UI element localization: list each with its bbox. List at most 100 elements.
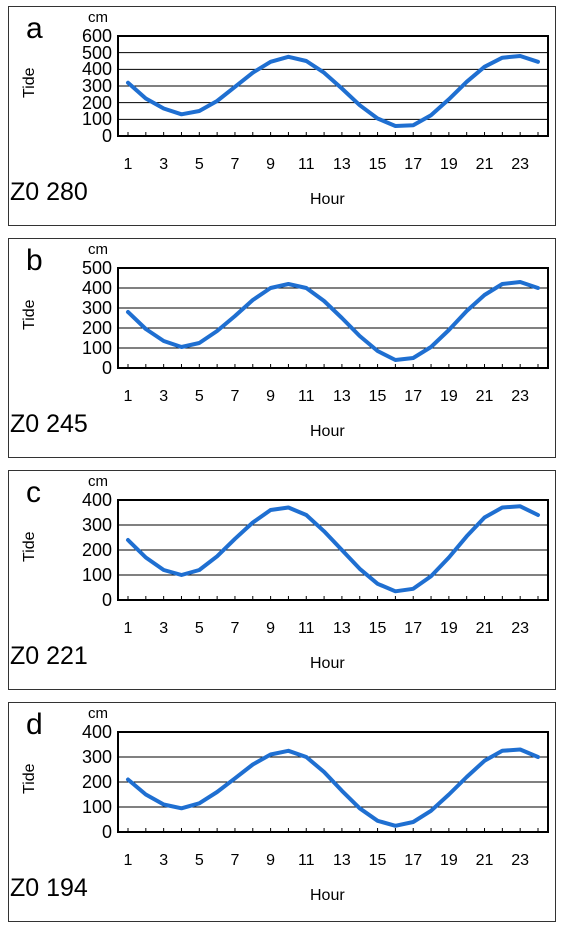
plot-area xyxy=(117,499,549,601)
data-point xyxy=(162,107,166,110)
y-tick-label: 100 xyxy=(82,109,113,130)
data-point xyxy=(465,309,469,313)
data-point xyxy=(144,556,148,559)
x-tick-label: 19 xyxy=(439,156,458,173)
data-point xyxy=(500,56,504,60)
data-point xyxy=(179,573,183,577)
x-tick-label: 1 xyxy=(123,156,133,173)
y-tick-label: 500 xyxy=(82,42,113,63)
plot-area xyxy=(117,267,549,369)
y-tick-label: 0 xyxy=(101,822,112,842)
data-point xyxy=(322,770,326,774)
y-tick-label: 100 xyxy=(82,565,113,585)
x-tick-label: 13 xyxy=(333,852,351,869)
y-unit-label: cm xyxy=(88,705,108,722)
x-tick-label: 17 xyxy=(404,388,423,405)
data-point xyxy=(483,759,487,763)
data-point xyxy=(197,109,201,113)
data-point xyxy=(411,820,415,824)
data-point xyxy=(197,801,201,805)
station-label: Z0 221 xyxy=(10,642,88,670)
data-point xyxy=(233,537,237,541)
data-point xyxy=(322,299,326,303)
plot-border xyxy=(117,35,549,137)
x-tick-label: 11 xyxy=(297,388,315,405)
x-tick-label: 15 xyxy=(368,388,387,405)
data-point xyxy=(269,286,273,290)
plot-area xyxy=(117,35,549,137)
station-label: Z0 245 xyxy=(10,410,88,438)
data-point xyxy=(393,358,397,362)
x-tick-label: 3 xyxy=(159,156,169,173)
x-tick-label: 11 xyxy=(297,852,315,869)
data-point xyxy=(215,329,219,333)
tide-panel-d: d cm Tide Z0 194 Hour 0 100 200 300 400 1 3 5 7 9… xyxy=(0,702,565,934)
data-point xyxy=(376,117,380,120)
x-tick-label: 5 xyxy=(194,620,204,637)
x-tick-label: 17 xyxy=(404,620,423,637)
tide-series-line xyxy=(126,54,540,128)
y-tick-label: 300 xyxy=(82,747,113,767)
x-tick-label: 15 xyxy=(368,620,387,637)
data-point xyxy=(358,567,362,571)
data-point xyxy=(500,282,504,286)
data-point xyxy=(465,534,469,538)
x-axis-label: Hour xyxy=(310,191,345,208)
y-tick-label: 400 xyxy=(82,278,113,298)
y-unit-label: cm xyxy=(88,473,108,490)
x-tick-label: 5 xyxy=(194,852,204,869)
data-point xyxy=(340,316,344,320)
x-tick-label: 19 xyxy=(439,852,458,869)
data-point xyxy=(233,314,237,318)
x-tick-label: 19 xyxy=(439,620,458,637)
tide-panel-b: b cm Tide Z0 245 Hour 0 100 200 300 400 500 1 3… xyxy=(0,238,565,470)
x-tick-label: 9 xyxy=(266,156,276,173)
data-point xyxy=(358,334,362,338)
data-point xyxy=(197,568,201,572)
data-point xyxy=(500,506,504,509)
data-point xyxy=(429,113,433,117)
plot-border xyxy=(117,267,549,369)
x-tick-label: 17 xyxy=(404,156,423,173)
data-point xyxy=(376,582,380,586)
x-tick-label: 23 xyxy=(511,156,530,173)
y-tick-label: 200 xyxy=(82,772,113,792)
data-point xyxy=(304,59,308,63)
data-point xyxy=(483,65,487,69)
station-label: Z0 280 xyxy=(10,178,88,206)
data-point xyxy=(358,806,362,810)
data-point xyxy=(162,803,166,806)
y-tick-label: 300 xyxy=(82,515,113,535)
panel-letter: b xyxy=(26,244,43,277)
panel-letter: a xyxy=(26,12,43,45)
data-point xyxy=(179,345,183,349)
data-point xyxy=(162,339,166,343)
x-tick-label: 9 xyxy=(266,620,276,637)
data-point xyxy=(376,349,380,353)
data-point xyxy=(233,776,237,780)
y-tick-label: 100 xyxy=(82,797,113,817)
data-point xyxy=(447,556,451,559)
y-tick-label: 300 xyxy=(82,298,113,318)
data-point xyxy=(340,789,344,793)
data-point xyxy=(304,755,308,759)
data-point xyxy=(126,81,130,85)
y-tick-label: 300 xyxy=(82,76,113,96)
y-tick-label: 400 xyxy=(82,59,113,80)
x-tick-label: 19 xyxy=(439,388,458,405)
x-tick-label: 3 xyxy=(159,852,169,869)
plot-area xyxy=(117,731,549,833)
x-tick-label: 15 xyxy=(368,156,387,173)
data-point xyxy=(411,123,415,127)
panel-frame xyxy=(8,6,556,226)
x-axis-label: Hour xyxy=(310,423,345,440)
data-point xyxy=(447,793,451,796)
x-tick-label: 5 xyxy=(194,156,204,173)
x-tick-label: 1 xyxy=(123,852,133,869)
data-point xyxy=(322,71,326,75)
y-tick-label: 400 xyxy=(82,722,113,742)
y-tick-label: 0 xyxy=(101,358,112,378)
x-tick-label: 5 xyxy=(194,388,204,405)
x-tick-label: 21 xyxy=(475,620,494,637)
panel-letter: c xyxy=(26,476,41,509)
